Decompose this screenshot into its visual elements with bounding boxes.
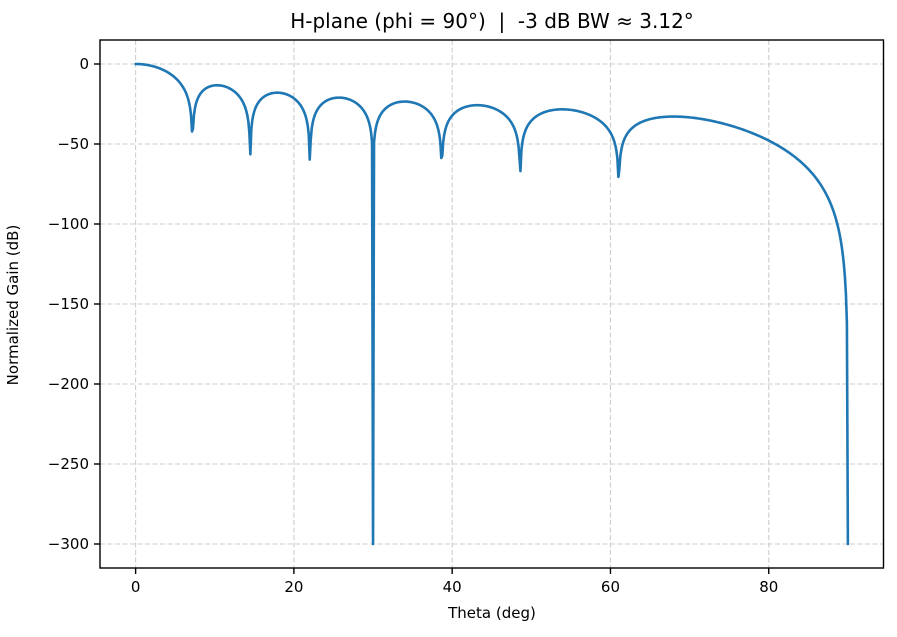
y-tick-label: −300 — [48, 535, 89, 553]
y-axis-label: Normalized Gain (dB) — [4, 224, 22, 386]
x-tick-label: 0 — [131, 578, 141, 596]
pattern-curve — [134, 62, 850, 546]
y-tick-label: −250 — [48, 455, 89, 473]
x-tick-label: 80 — [759, 578, 778, 596]
x-tick-label: 20 — [284, 578, 303, 596]
x-tick-label: 60 — [601, 578, 620, 596]
x-axis-label: Theta (deg) — [448, 604, 536, 622]
y-tick-label: −50 — [57, 135, 89, 153]
chart-title: H-plane (phi = 90°) | -3 dB BW ≈ 3.12° — [290, 9, 694, 33]
y-tick-label: 0 — [79, 55, 89, 73]
x-tick-label: 40 — [443, 578, 462, 596]
y-tick-label: −200 — [48, 375, 89, 393]
y-tick-label: −150 — [48, 295, 89, 313]
y-tick-label: −100 — [48, 215, 89, 233]
